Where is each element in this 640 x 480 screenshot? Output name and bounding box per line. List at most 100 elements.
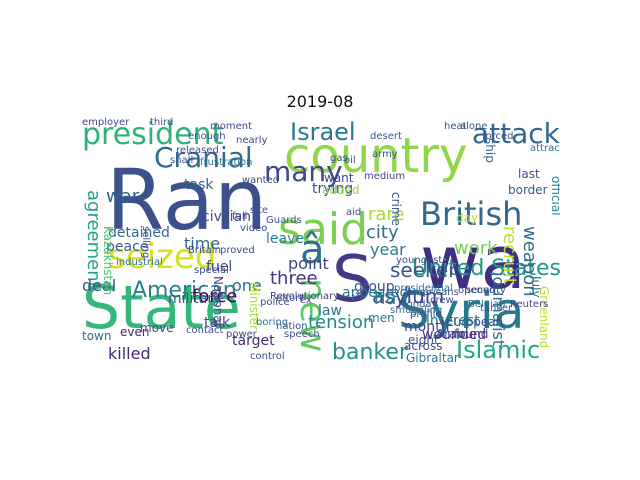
cloud-word: appeared (342, 285, 409, 301)
cloud-word: Islamic (456, 336, 541, 364)
cloud-word: tanker (480, 303, 513, 314)
cloud-word: Guards (266, 215, 302, 226)
cloud-word: move (140, 321, 174, 335)
cloud-word: tension (308, 312, 375, 333)
cloud-word: July (529, 276, 543, 298)
cloud-word: released (176, 145, 219, 156)
cloud-word: asylum (372, 284, 445, 308)
cloud-word: one (232, 276, 262, 295)
cloud-word: video (240, 223, 268, 234)
cloud-word: gas (330, 153, 348, 164)
cloud-word: nation (276, 321, 308, 332)
cloud-word: time (184, 234, 221, 253)
cloud-word: industrial (116, 257, 163, 268)
cloud-word: seeker (390, 258, 457, 282)
cloud-word: many (264, 155, 343, 188)
cloud-word: task (184, 177, 214, 193)
cloud-word: president (82, 117, 224, 152)
cloud-word: medium (364, 171, 406, 182)
cloud-word: speech (284, 329, 320, 340)
cloud-word: special (194, 265, 229, 276)
cloud-word: agreement (83, 190, 104, 289)
cloud-word: banker (332, 340, 408, 364)
cloud-word: recruit (499, 226, 520, 285)
cloud-word: power (226, 329, 257, 340)
cloud-word: interest (426, 313, 480, 329)
cloud-word: wanted (242, 175, 280, 186)
cloud-word: police (260, 297, 290, 308)
cloud-word: moment (210, 121, 253, 132)
cloud-word: National (211, 276, 225, 327)
cloud-word: oil (344, 155, 356, 166)
cloud-word: killed (108, 344, 151, 363)
cloud-word: employer (82, 117, 130, 128)
cloud-word: ex (300, 295, 312, 306)
cloud-word: three (270, 268, 318, 289)
cloud-word: aid (346, 207, 362, 218)
cloud-word: European (446, 315, 504, 329)
cloud-word: men (368, 311, 395, 325)
cloud-word: Syria (398, 282, 525, 340)
cloud-word: day (456, 211, 479, 225)
cloud-word: peace (106, 239, 149, 255)
cloud-word: enough (188, 131, 226, 142)
cloud-word: opened (458, 285, 496, 296)
cloud-word: even (120, 325, 150, 339)
cloud-word: month (404, 319, 450, 335)
cloud-word: group (354, 279, 395, 295)
cloud-word: country (284, 128, 468, 184)
cloud-word: attracted (530, 143, 560, 154)
cloud-word: weapon (519, 226, 540, 297)
cloud-word: city (366, 222, 399, 243)
cloud-word: journalist (489, 272, 508, 347)
cloud-word: last (518, 167, 540, 181)
cloud-word: heat (444, 121, 467, 132)
cloud-word: British (420, 195, 523, 233)
cloud-word: profile (410, 309, 442, 320)
cloud-word: seized (108, 237, 217, 277)
chart-title: 2019-08 (286, 92, 354, 111)
cloud-word: rare (368, 204, 405, 225)
cloud-word: American (132, 278, 237, 303)
cloud-word: attack (472, 117, 560, 150)
cloud-word: boring (256, 317, 289, 328)
cloud-word: Revolutionary (270, 291, 340, 302)
cloud-word: presidential (394, 283, 453, 294)
cloud-word: full (232, 211, 248, 222)
cloud-word: found (454, 327, 489, 341)
cloud-word: proved (220, 245, 255, 256)
cloud-word: Monday (398, 299, 438, 310)
cloud-word: Cranial (154, 141, 253, 174)
cloud-word: talk (204, 315, 231, 331)
cloud-word: Belgian (468, 299, 506, 310)
cloud-word: trying (312, 181, 354, 197)
cloud-word: year (370, 240, 406, 259)
cloud-word: smuggling (390, 305, 443, 316)
cloud-word: frustration (200, 157, 253, 168)
cloud-word: wounded (422, 327, 487, 343)
cloud-word: target (232, 333, 275, 349)
cloud-word: law (318, 303, 342, 319)
cloud-word: said (278, 204, 369, 255)
cloud-word: control (250, 351, 285, 362)
cloud-word: crew (430, 295, 454, 306)
cloud-word: eight (408, 333, 439, 347)
cloud-word: leave (266, 231, 304, 247)
cloud-word: crime (389, 192, 403, 226)
cloud-word: youngest (396, 255, 443, 266)
cloud-word: alone (460, 121, 488, 132)
cloud-word: border (508, 183, 548, 197)
cloud-word: desert (370, 131, 402, 142)
cloud-word: ship (483, 138, 497, 163)
cloud-word: third (150, 117, 174, 128)
cloud-word: Minister (247, 282, 261, 330)
cloud-word: Greenland (537, 286, 551, 349)
cloud-word: Ran (106, 151, 268, 249)
cloud-word: town (82, 329, 112, 343)
cloud-word: Israel (290, 118, 356, 146)
cloud-word: across (404, 339, 443, 353)
cloud-word: war (106, 186, 140, 207)
cloud-word: military (168, 291, 222, 307)
cloud-word: Gibraltar (406, 351, 459, 364)
cloud-word: civilian (202, 209, 251, 225)
